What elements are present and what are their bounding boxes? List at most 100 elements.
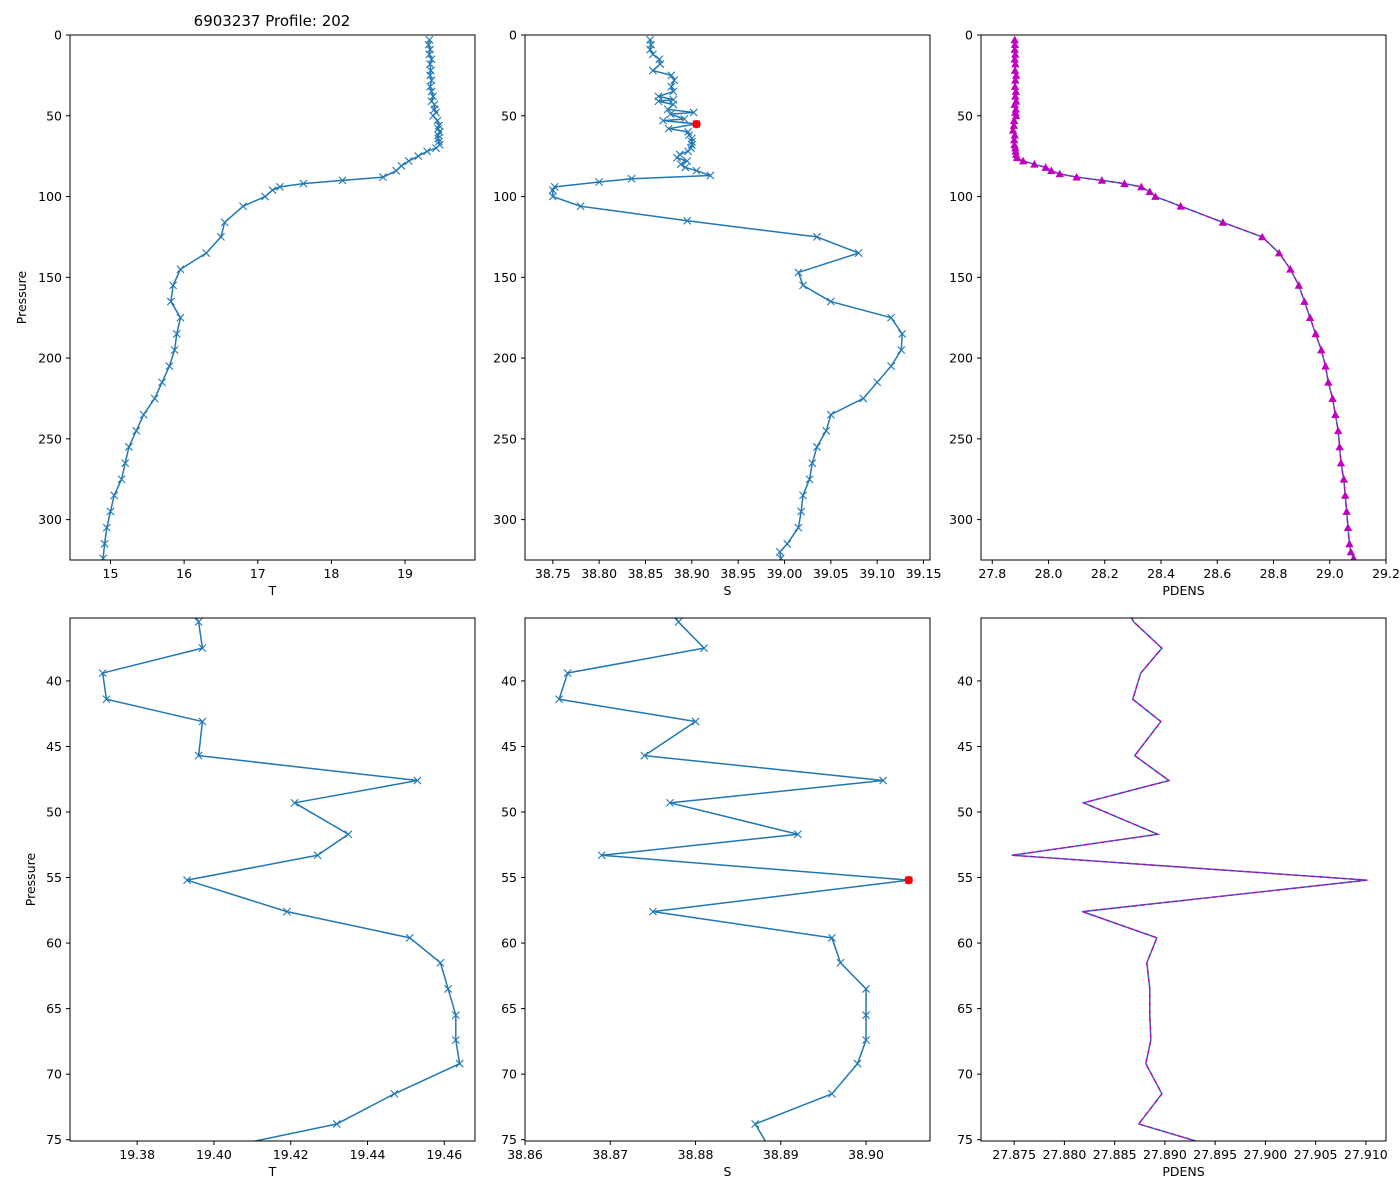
data-point-marker	[1011, 87, 1021, 95]
data-point-marker	[1120, 179, 1129, 187]
data-point-marker	[169, 281, 178, 290]
y-tick-label: 55	[957, 870, 973, 885]
data-point-marker	[1176, 202, 1185, 210]
x-tick-label: 28.6	[1203, 566, 1231, 581]
data-point-marker	[150, 394, 159, 403]
data-point-marker	[805, 475, 814, 484]
y-tick-label: 0	[965, 28, 973, 43]
data-point-marker	[183, 876, 192, 885]
data-point-marker	[1328, 394, 1337, 402]
plot-area	[99, 35, 444, 560]
data-point-marker	[1300, 297, 1309, 305]
data-point-marker	[344, 830, 353, 839]
x-axis-label: PDENS	[1162, 583, 1204, 598]
x-tick-label: 17	[250, 566, 266, 581]
x-tick-label: 39.05	[813, 566, 849, 581]
data-point-marker	[1335, 442, 1344, 451]
panel-top-density: 27.8 28.0 28.2 28.4 28.6 28.8 29.0 29.2 0 50 100 15…	[949, 28, 1400, 599]
data-point-marker	[576, 202, 585, 211]
y-tick-label: 250	[493, 431, 517, 446]
data-point-marker	[898, 329, 907, 338]
x-tick-label: 19.44	[350, 1147, 386, 1162]
data-point-marker	[1342, 507, 1351, 515]
data-point-marker	[681, 163, 690, 172]
x-tick-label: 29.0	[1316, 566, 1344, 581]
data-point-marker	[680, 115, 689, 123]
series-line-t	[102, 39, 441, 559]
x-tick-label: 38.87	[592, 1147, 628, 1162]
data-point-marker	[794, 523, 803, 532]
data-point-marker	[220, 218, 229, 227]
data-point-marker	[426, 60, 435, 69]
y-tick-label: 75	[957, 1132, 973, 1147]
data-point-marker	[1009, 116, 1019, 124]
data-point-marker	[862, 1036, 871, 1045]
data-point-marker	[429, 92, 438, 101]
data-point-marker	[1311, 329, 1320, 338]
data-point-marker	[797, 507, 806, 516]
x-tick-label: 28.4	[1147, 566, 1175, 581]
data-point-marker	[1321, 361, 1330, 370]
y-tick-label: 65	[501, 1001, 517, 1016]
x-tick-label: 27.895	[1193, 1147, 1237, 1162]
y-tick-label: 40	[957, 673, 973, 688]
data-point-marker	[414, 152, 423, 161]
data-point-marker	[239, 202, 248, 211]
y-tick-label: 60	[46, 936, 62, 951]
panel-bottom-density: 27.875 27.880 27.885 27.890 27.895 27.900 27.9…	[957, 617, 1388, 1179]
series-line-pdens-dashed	[1012, 39, 1355, 559]
data-point-marker	[1345, 539, 1354, 548]
data-point-marker	[165, 362, 174, 371]
x-tick-label: 27.910	[1344, 1147, 1388, 1162]
data-point-marker	[1011, 105, 1021, 113]
data-point-marker	[434, 134, 443, 143]
plot-area	[548, 35, 907, 560]
y-tick-label: 300	[493, 512, 517, 527]
data-point-marker	[836, 958, 845, 967]
data-point-marker	[692, 166, 701, 175]
y-tick-label: 45	[501, 739, 517, 754]
data-point-marker	[106, 507, 115, 516]
data-point-marker	[275, 182, 284, 191]
data-point-marker	[180, 592, 187, 599]
data-point-marker	[1350, 554, 1357, 560]
data-point-marker	[1010, 40, 1020, 49]
data-point-marker	[436, 958, 445, 967]
data-point-marker	[1010, 66, 1020, 74]
data-point-marker	[1072, 172, 1081, 181]
data-point-marker	[826, 410, 835, 419]
data-point-marker	[176, 265, 185, 274]
axes-frame	[69, 34, 476, 561]
data-point-marker	[1018, 156, 1028, 165]
x-tick-label: 38.88	[678, 1147, 714, 1162]
data-point-marker	[689, 108, 698, 117]
data-point-marker	[1009, 135, 1019, 144]
data-point-marker	[665, 798, 674, 807]
data-point-marker	[673, 153, 681, 162]
data-point-marker	[683, 157, 692, 165]
data-point-marker	[794, 1175, 801, 1182]
data-point-marker	[1317, 345, 1326, 354]
y-tick-label: 150	[949, 270, 973, 285]
data-point-marker	[392, 166, 401, 175]
data-point-marker	[640, 751, 649, 760]
x-tick-label: 27.890	[1143, 1147, 1187, 1162]
data-point-marker	[426, 82, 435, 91]
data-point-marker	[261, 192, 270, 201]
data-point-marker	[597, 851, 606, 860]
y-tick-label: 50	[501, 108, 517, 123]
data-point-marker	[687, 137, 696, 146]
data-point-marker	[423, 147, 432, 156]
data-point-marker	[198, 717, 207, 726]
x-axis-label: T	[268, 583, 277, 598]
data-point-marker	[1010, 100, 1019, 108]
y-tick-label: 60	[957, 936, 973, 951]
y-tick-label: 70	[957, 1067, 973, 1082]
y-tick-label: 40	[46, 673, 62, 688]
x-tick-label: 19.42	[273, 1147, 309, 1162]
data-point-marker	[431, 144, 440, 153]
data-point-marker	[121, 459, 130, 468]
data-point-marker	[1218, 218, 1228, 226]
x-tick-label: 38.95	[720, 566, 756, 581]
